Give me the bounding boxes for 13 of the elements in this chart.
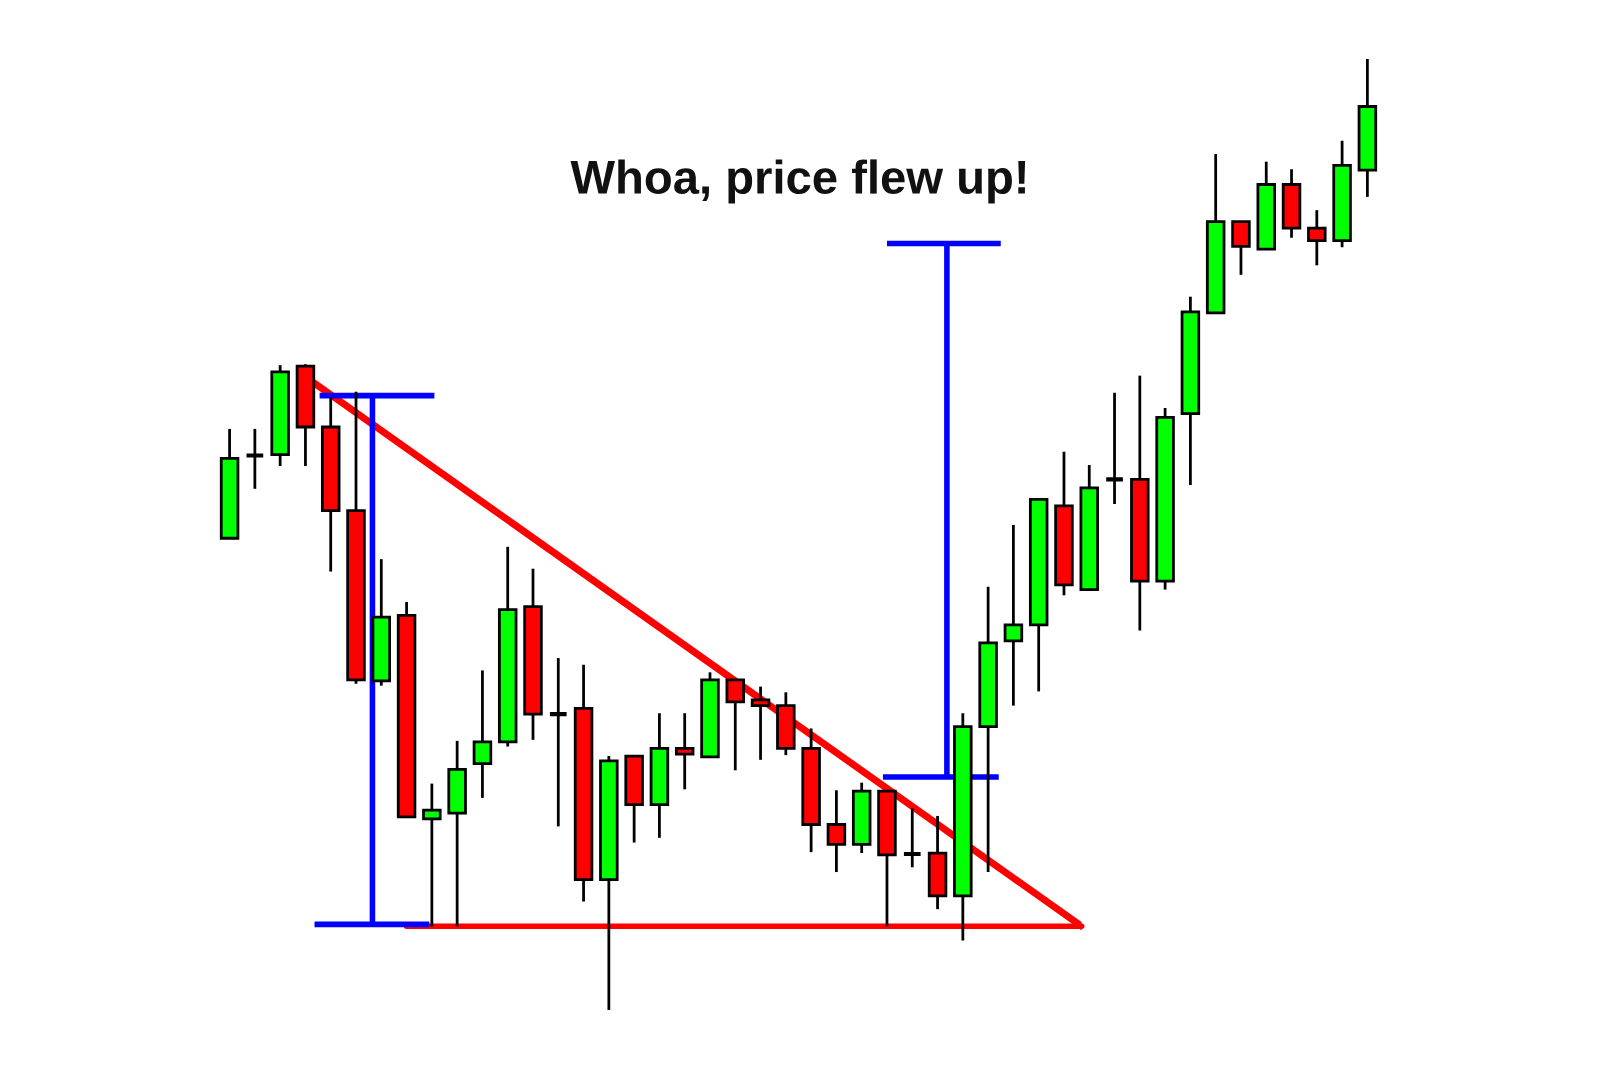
candlestick: [1104, 391, 1125, 506]
annotation: Whoa, price flew up!: [570, 159, 1026, 204]
candlestick: [547, 656, 569, 828]
candlestick: [422, 782, 442, 928]
candlestick: [750, 685, 771, 762]
candlestick: [901, 806, 923, 869]
candlestick: [725, 678, 746, 772]
candlestick: [1307, 208, 1327, 267]
candlestick: [244, 427, 266, 491]
candlestick: [472, 669, 493, 800]
candlestick: [1003, 523, 1024, 708]
candlestick: [674, 711, 695, 791]
candlestick: [826, 788, 847, 874]
